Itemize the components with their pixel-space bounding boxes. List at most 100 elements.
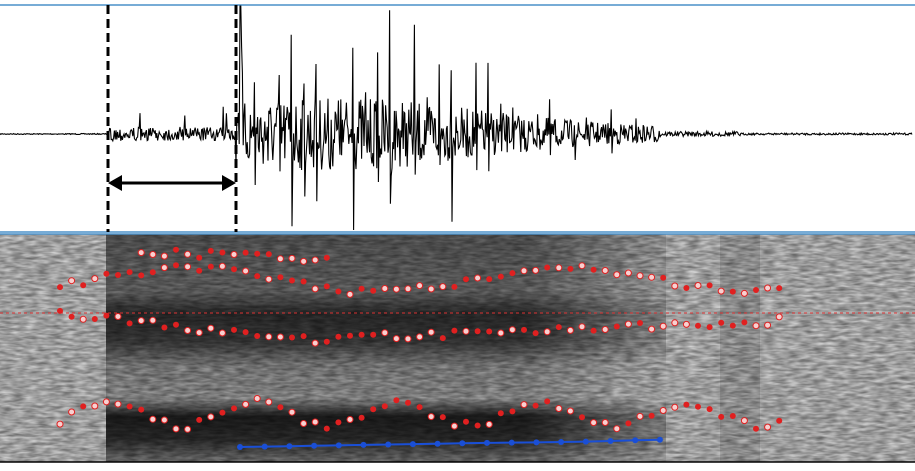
formant-point bbox=[544, 398, 551, 405]
formant-point bbox=[207, 324, 215, 332]
formant-point bbox=[137, 249, 145, 257]
formant-point bbox=[138, 406, 145, 413]
formant-point bbox=[300, 257, 308, 265]
formant-point bbox=[601, 326, 609, 333]
formant-point bbox=[79, 315, 87, 323]
formant-point bbox=[265, 251, 272, 258]
formant-point bbox=[160, 264, 168, 272]
formant-point bbox=[57, 307, 63, 314]
formant-point bbox=[566, 407, 574, 415]
formant-point bbox=[207, 413, 215, 421]
formant-point bbox=[521, 326, 527, 333]
formant-point bbox=[543, 328, 551, 336]
formant-point bbox=[254, 250, 261, 257]
formant-point bbox=[126, 269, 133, 276]
formant-point bbox=[218, 262, 226, 270]
formant-point bbox=[184, 250, 192, 258]
formant-point bbox=[172, 425, 180, 433]
formant-point bbox=[335, 288, 342, 295]
formant-point bbox=[729, 288, 736, 295]
formant-point bbox=[509, 270, 516, 277]
formant-point bbox=[520, 267, 528, 275]
formant-point bbox=[694, 282, 702, 289]
formant-point bbox=[555, 405, 563, 412]
formant-point bbox=[335, 419, 342, 426]
formant-point bbox=[439, 283, 447, 291]
formant-point bbox=[254, 273, 261, 280]
formant-point bbox=[578, 262, 586, 270]
pitch-point bbox=[286, 443, 293, 450]
formant-point bbox=[231, 326, 237, 333]
formant-point bbox=[103, 270, 110, 277]
pitch-point bbox=[237, 444, 243, 450]
formant-point bbox=[219, 409, 226, 416]
formant-point bbox=[636, 272, 644, 280]
formant-point bbox=[601, 419, 609, 426]
formant-point bbox=[358, 285, 365, 292]
formant-point bbox=[231, 405, 237, 412]
formant-point bbox=[115, 272, 121, 278]
formant-point bbox=[149, 269, 156, 276]
formant-point bbox=[753, 425, 759, 432]
formant-point bbox=[393, 397, 400, 404]
formant-point bbox=[682, 320, 690, 328]
formant-point bbox=[114, 400, 122, 408]
formant-point bbox=[381, 285, 389, 292]
formant-point bbox=[91, 402, 99, 410]
pitch-line bbox=[239, 438, 660, 448]
formant-point bbox=[230, 251, 238, 258]
formant-point bbox=[590, 327, 597, 334]
formant-point bbox=[683, 285, 690, 291]
formant-point bbox=[729, 413, 736, 419]
formant-point bbox=[56, 420, 64, 428]
formant-point bbox=[323, 283, 330, 290]
formant-point bbox=[323, 254, 330, 261]
formant-point bbox=[486, 276, 493, 283]
formant-point bbox=[173, 321, 179, 328]
formant-point bbox=[567, 265, 574, 272]
pitch-track bbox=[237, 436, 663, 450]
formant-point bbox=[636, 412, 644, 420]
formant-point bbox=[370, 287, 377, 294]
formant-point bbox=[184, 327, 192, 334]
formant-point bbox=[80, 282, 87, 289]
formant-point bbox=[242, 267, 250, 275]
formant-point bbox=[671, 282, 679, 290]
formant-point bbox=[346, 416, 354, 423]
formant-point bbox=[509, 408, 516, 415]
formant-point bbox=[149, 415, 157, 423]
formant-point bbox=[427, 413, 435, 421]
formant-point bbox=[718, 319, 725, 326]
pitch-point bbox=[533, 439, 540, 446]
formant-point bbox=[265, 333, 273, 341]
arrow-head bbox=[108, 175, 122, 191]
formant-point bbox=[231, 266, 237, 273]
formant-point bbox=[68, 313, 75, 320]
formant-point bbox=[289, 277, 295, 284]
spectrogram bbox=[0, 233, 915, 463]
formant-point bbox=[718, 413, 725, 420]
formant-point bbox=[381, 329, 389, 337]
formant-point bbox=[300, 278, 307, 285]
formant-point bbox=[184, 263, 192, 271]
formant-tracks bbox=[56, 246, 783, 433]
formant-point bbox=[311, 418, 319, 426]
formant-point bbox=[648, 412, 655, 419]
formant-point bbox=[277, 274, 284, 281]
formant-point bbox=[764, 284, 772, 292]
formant-point bbox=[277, 404, 284, 411]
formant-point bbox=[659, 407, 667, 414]
formant-point bbox=[497, 410, 504, 417]
formant-point bbox=[381, 403, 388, 410]
formant-point bbox=[695, 403, 701, 410]
formant-point bbox=[265, 398, 273, 406]
formant-point bbox=[91, 316, 98, 322]
pitch-point bbox=[582, 438, 589, 445]
formant-point bbox=[207, 247, 214, 254]
formant-point bbox=[57, 284, 63, 291]
formant-point bbox=[625, 420, 632, 427]
formant-point bbox=[114, 313, 122, 320]
formant-point bbox=[288, 408, 296, 416]
formant-point bbox=[219, 249, 226, 256]
